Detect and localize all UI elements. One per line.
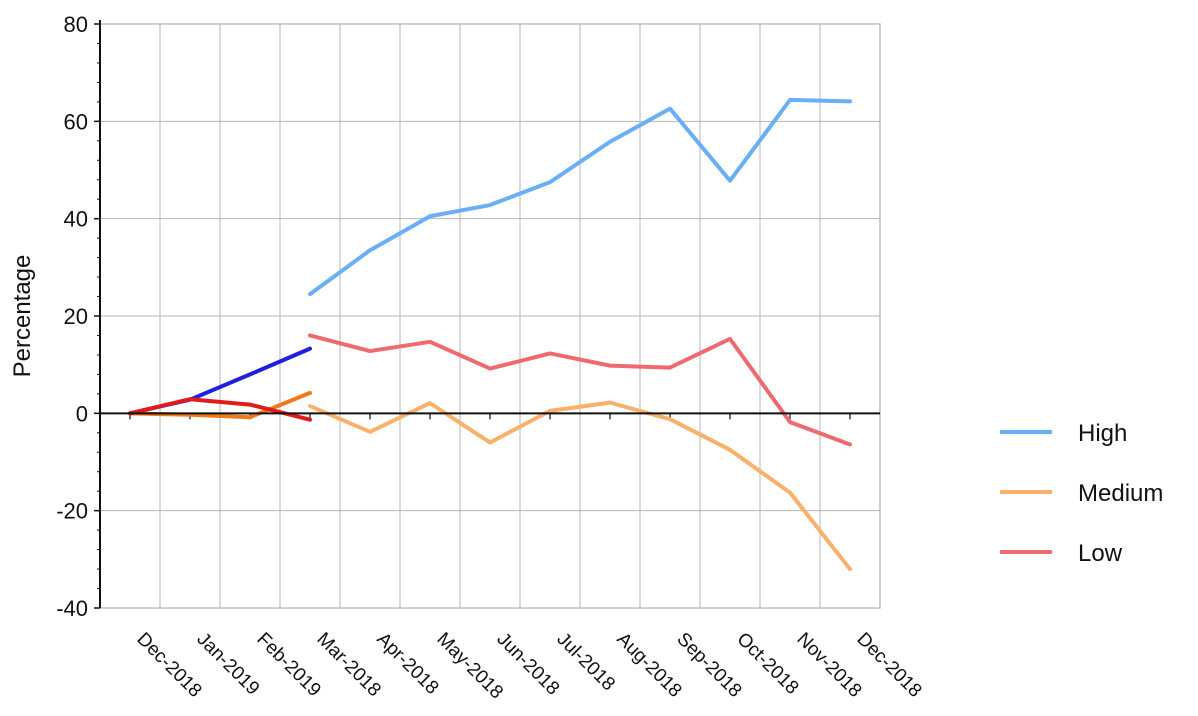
y-tick-label: -40 xyxy=(56,596,88,621)
y-axis-label: Percentage xyxy=(9,255,36,378)
y-axis-ticks: 80 60 40 20 0 -20 -40 xyxy=(56,12,100,621)
series-line-low xyxy=(308,333,852,447)
y-tick-label: 40 xyxy=(64,207,88,232)
x-tick-label: Feb-2019 xyxy=(252,629,324,701)
legend-label-high: High xyxy=(1078,420,1127,447)
series-lines xyxy=(128,97,852,572)
y-tick-label: 80 xyxy=(64,12,88,37)
series-line-early-5 xyxy=(128,397,312,422)
y-tick-label: -20 xyxy=(56,499,88,524)
legend-label-medium: Medium xyxy=(1078,480,1163,507)
legend-label-low: Low xyxy=(1078,540,1123,567)
x-tick-label: Dec-2018 xyxy=(132,629,205,702)
y-tick-label: 20 xyxy=(64,304,88,329)
legend: High Medium Low xyxy=(1000,420,1163,567)
x-tick-label: Aug-2018 xyxy=(612,629,685,702)
x-tick-label: Sep-2018 xyxy=(672,629,745,702)
axes xyxy=(99,20,880,608)
y-tick-label: 60 xyxy=(64,109,88,134)
series-line-medium xyxy=(308,400,852,572)
x-tick-label: Dec-2018 xyxy=(852,629,925,702)
grid-lines xyxy=(99,23,881,609)
x-tick-label: Mar-2018 xyxy=(312,629,384,701)
series-line-high xyxy=(308,97,852,297)
x-tick-label: Nov-2018 xyxy=(792,629,865,702)
x-axis-ticks: Dec-2018Jan-2019Feb-2019Mar-2018Apr-2018… xyxy=(129,413,926,703)
y-tick-label: 0 xyxy=(76,401,88,426)
x-tick-label: Apr-2018 xyxy=(372,629,442,699)
